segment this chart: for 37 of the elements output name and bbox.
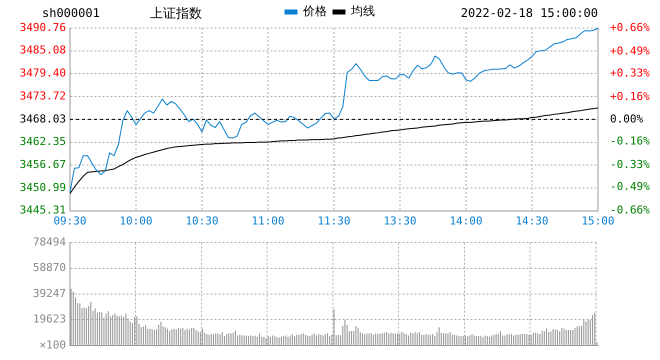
x-tick-label: 15:00 [581,214,615,228]
text: 2022-02-18 15:00:00 [460,6,598,20]
y2-tick-label: +0.16% [610,90,650,104]
y-tick-label: 3479.40 [20,66,66,80]
legend-label: 价格 [302,4,327,18]
x-tick-label: 09:30 [53,214,87,228]
x-tick-label: 13:30 [383,214,417,228]
x-tick-label: 14:00 [449,214,483,228]
y-tick-label: 39247 [32,286,66,300]
y-tick-label: 3450.99 [20,180,66,194]
x-tick-label: 10:00 [119,214,153,228]
y2-tick-label: +0.49% [610,44,650,58]
x-tick-label: 11:00 [251,214,285,228]
y-tick-label: 3468.03 [20,112,66,126]
y2-tick-label: -0.33% [610,158,650,171]
chart-title: 上证指数 [150,6,202,22]
y-tick-label: 3445.31 [20,204,66,217]
x-tick-label: 14:30 [515,214,549,228]
y-tick-label: 3473.72 [20,89,66,102]
y2-tick-label: -0.49% [610,180,650,194]
y2-tick-label: +0.66% [610,20,650,34]
x-tick-label: 10:30 [185,214,219,228]
chart-subtitle: sh000001 [42,6,100,20]
y-tick-label: 19623 [32,312,66,326]
legend-label: 均线 [350,4,375,18]
y-tick-label: 58870 [32,261,66,274]
y2-tick-label: -0.66% [610,204,650,217]
y-tick-label: 78494 [32,235,66,248]
y2-tick-label: 0.00% [610,112,644,126]
y-axis-title: ×100 [40,338,66,352]
y2-tick-label: -0.16% [610,134,650,148]
y-tick-label: 3490.76 [20,20,66,34]
y2-tick-label: +0.33% [610,66,650,80]
y-tick-label: 3456.67 [20,158,66,171]
x-tick-label: 11:30 [317,214,351,228]
y-tick-label: 3485.08 [20,44,66,57]
y-tick-label: 3462.35 [20,135,66,148]
